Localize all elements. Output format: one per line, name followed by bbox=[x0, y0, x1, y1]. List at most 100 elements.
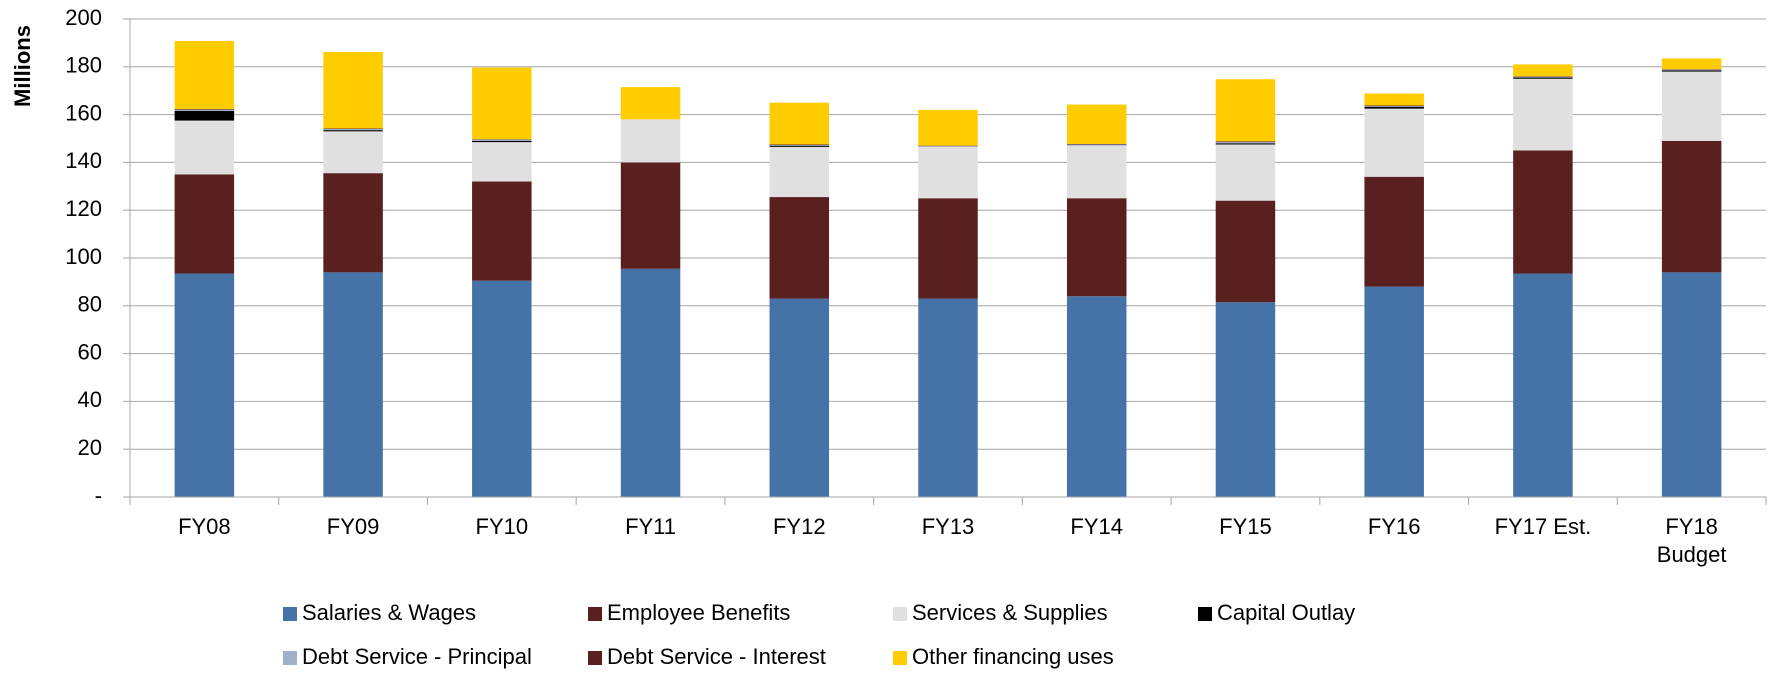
legend-swatch bbox=[1198, 607, 1212, 621]
bar-segment bbox=[1215, 144, 1276, 201]
bar-segment bbox=[1066, 104, 1127, 144]
bar-segment bbox=[1215, 143, 1276, 145]
bar-segment bbox=[1661, 70, 1722, 72]
bar-segment bbox=[769, 298, 830, 497]
y-tick-label: 60 bbox=[78, 339, 102, 364]
bar-segment bbox=[323, 173, 383, 273]
bar-segment bbox=[620, 162, 681, 269]
bar-segment bbox=[472, 139, 532, 141]
bar-segment bbox=[620, 87, 681, 120]
bar-segment bbox=[174, 120, 235, 175]
bar-segment bbox=[769, 146, 830, 198]
bar-segment bbox=[174, 109, 235, 110]
bar-segment bbox=[1066, 144, 1127, 146]
legend-label: Other financing uses bbox=[912, 644, 1114, 669]
bar-segment bbox=[1364, 106, 1424, 109]
bar-segment bbox=[174, 40, 235, 110]
bar-segment bbox=[1661, 272, 1722, 497]
bar-segment bbox=[1513, 77, 1573, 79]
bar-segment bbox=[1364, 93, 1424, 106]
legend-swatch bbox=[893, 651, 907, 665]
bar-segment bbox=[323, 128, 383, 131]
bar-segment bbox=[1364, 286, 1424, 497]
y-tick-label: 120 bbox=[65, 196, 102, 221]
legend-label: Services & Supplies bbox=[912, 600, 1108, 625]
bar-segment bbox=[1066, 145, 1127, 199]
y-tick-label: 20 bbox=[78, 435, 102, 460]
legend-swatch bbox=[893, 607, 907, 621]
legend-swatch bbox=[283, 607, 297, 621]
x-tick-label: FY13 bbox=[922, 514, 975, 539]
bar-segment bbox=[769, 145, 830, 147]
bar-segment bbox=[1364, 176, 1424, 287]
bar-segment bbox=[1661, 71, 1722, 141]
legend-label: Debt Service - Interest bbox=[607, 644, 826, 669]
bar-segment bbox=[1066, 198, 1127, 297]
y-tick-label: 140 bbox=[65, 148, 102, 173]
legend-label: Capital Outlay bbox=[1217, 600, 1355, 625]
x-tick-label: FY10 bbox=[476, 514, 529, 539]
bar-segment bbox=[174, 111, 235, 121]
legend-label: Salaries & Wages bbox=[302, 600, 476, 625]
legend-swatch bbox=[588, 607, 602, 621]
legend-label: Employee Benefits bbox=[607, 600, 790, 625]
x-tick-label: FY15 bbox=[1219, 514, 1272, 539]
y-axis-label: Millions bbox=[10, 25, 35, 107]
bar-segment bbox=[620, 268, 681, 497]
x-tick-label: FY16 bbox=[1368, 514, 1421, 539]
bar-segment bbox=[472, 67, 532, 140]
bar-segment bbox=[174, 273, 235, 497]
bar-segment bbox=[472, 280, 532, 497]
bar-segment bbox=[918, 109, 978, 146]
y-tick-label: 100 bbox=[65, 244, 102, 269]
x-tick-label: FY17 Est. bbox=[1495, 514, 1592, 539]
bar-segment bbox=[1661, 58, 1722, 70]
bar-segment bbox=[1513, 150, 1573, 274]
x-tick-label: FY11 bbox=[625, 514, 676, 539]
bar-segment bbox=[1215, 141, 1276, 143]
bar-segment bbox=[472, 140, 532, 143]
x-tick-label: FY14 bbox=[1070, 514, 1123, 539]
y-tick-label: - bbox=[95, 483, 102, 508]
bar-segment bbox=[323, 51, 383, 129]
bar-segment bbox=[1364, 108, 1424, 177]
bar-segment bbox=[918, 198, 978, 299]
bar-segment bbox=[1215, 142, 1276, 144]
x-tick-label: FY18 Budget bbox=[1657, 514, 1727, 567]
bar-segment bbox=[1364, 105, 1424, 107]
bar-segment bbox=[620, 119, 681, 163]
legend-swatch bbox=[588, 651, 602, 665]
y-tick-label: 180 bbox=[65, 53, 102, 78]
legend-label: Debt Service - Principal bbox=[302, 644, 532, 669]
bar-segment bbox=[1215, 79, 1276, 142]
x-tick-label: FY12 bbox=[773, 514, 826, 539]
bar-segment bbox=[918, 298, 978, 497]
x-tick-label: FY08 bbox=[178, 514, 231, 539]
bar-segment bbox=[1513, 78, 1573, 151]
bar-segment bbox=[1066, 296, 1127, 497]
bar-segment bbox=[174, 174, 235, 274]
bar-segment bbox=[1513, 273, 1573, 497]
bar-segment bbox=[1513, 76, 1573, 78]
legend-swatch bbox=[283, 651, 297, 665]
bar-segment bbox=[769, 102, 830, 145]
bar-segment bbox=[323, 131, 383, 174]
bar-segment bbox=[323, 130, 383, 132]
y-tick-label: 160 bbox=[65, 100, 102, 125]
bar-segment bbox=[769, 197, 830, 299]
bar-segment bbox=[1513, 64, 1573, 77]
bar-segment bbox=[1215, 302, 1276, 497]
x-tick-label: FY09 bbox=[327, 514, 380, 539]
bar-segment bbox=[323, 272, 383, 497]
bar-segment bbox=[472, 181, 532, 281]
bar-segment bbox=[918, 146, 978, 199]
bar-segment bbox=[1661, 69, 1722, 71]
bar-segment bbox=[472, 142, 532, 182]
bar-segment bbox=[1661, 140, 1722, 273]
bar-segment bbox=[918, 146, 978, 147]
y-tick-label: 40 bbox=[78, 387, 102, 412]
y-tick-label: 200 bbox=[65, 5, 102, 30]
bar-segment bbox=[174, 109, 235, 112]
y-tick-label: 80 bbox=[78, 292, 102, 317]
